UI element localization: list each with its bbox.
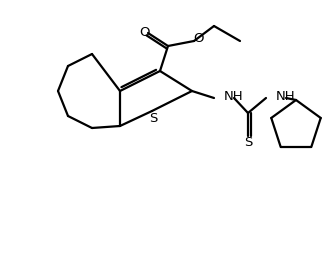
Text: O: O (140, 26, 150, 39)
Text: O: O (193, 31, 203, 44)
Text: S: S (149, 111, 157, 124)
Text: NH: NH (276, 89, 296, 102)
Text: NH: NH (224, 89, 244, 102)
Text: S: S (244, 136, 252, 149)
